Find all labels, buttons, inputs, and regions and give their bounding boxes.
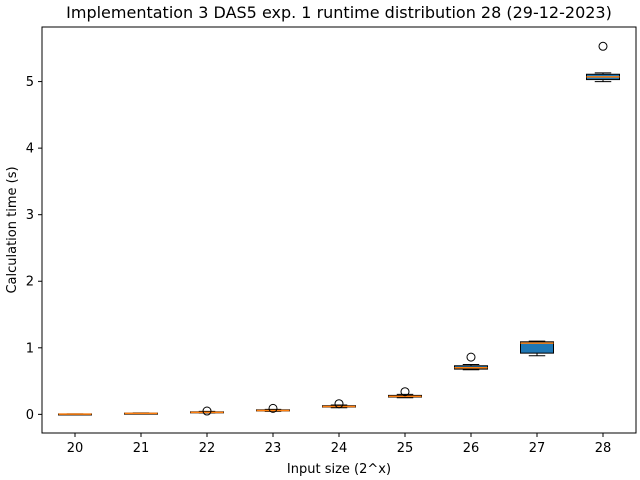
x-tick-label: 27	[529, 441, 546, 456]
y-tick-label: 1	[26, 341, 34, 356]
x-axis-label: Input size (2^x)	[287, 462, 391, 477]
axes-frame	[41, 26, 637, 434]
box-outlier	[268, 403, 278, 413]
x-tick-label: 24	[331, 441, 348, 456]
box-outlier	[466, 352, 476, 362]
x-tick-label: 23	[265, 441, 282, 456]
y-tick-label: 5	[26, 75, 34, 90]
y-tick-label: 2	[26, 275, 34, 290]
x-tick-label: 26	[463, 441, 480, 456]
y-tick-label: 3	[26, 208, 34, 223]
box-outlier	[334, 399, 344, 409]
box-outlier	[598, 41, 608, 51]
x-tick-label: 25	[397, 441, 414, 456]
x-tick-label: 20	[67, 441, 84, 456]
x-tick-label: 28	[595, 441, 612, 456]
box-outlier	[400, 387, 410, 397]
box-iqr	[520, 341, 554, 354]
chart-title: Implementation 3 DAS5 exp. 1 runtime dis…	[66, 3, 612, 22]
y-tick-label: 4	[26, 142, 34, 157]
y-axis-label: Calculation time (s)	[5, 166, 20, 293]
x-tick-label: 22	[199, 441, 216, 456]
y-tick-label: 0	[26, 408, 34, 423]
box-outlier	[202, 406, 212, 416]
x-tick-label: 21	[133, 441, 150, 456]
